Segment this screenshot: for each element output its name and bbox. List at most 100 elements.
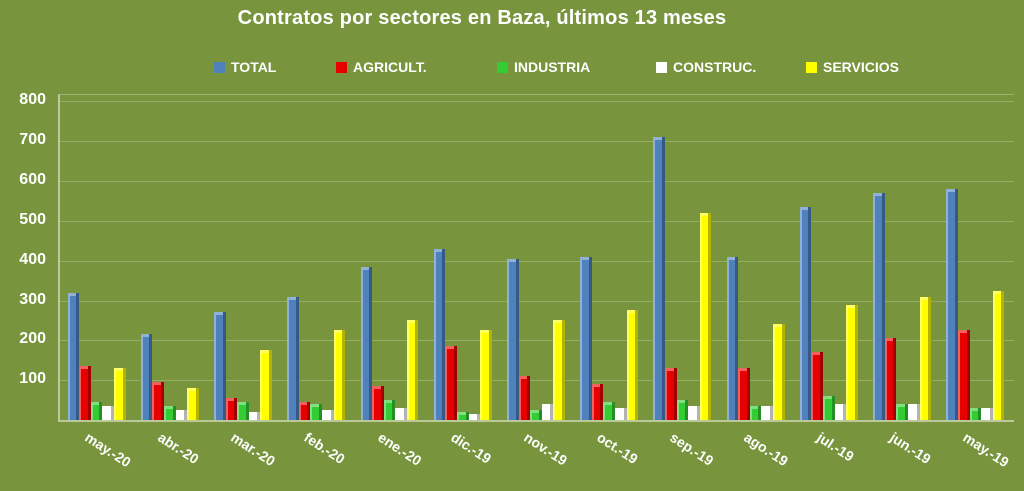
bar-total-feb20 <box>287 296 299 420</box>
x-axis-label-jun19: jun.-19 <box>887 429 934 467</box>
bar-industria-feb20 <box>310 404 323 420</box>
bar-construc-feb20 <box>322 410 334 420</box>
y-axis-label: 200 <box>19 330 46 348</box>
bar-construc-ago19 <box>761 406 774 420</box>
bar-agricult-abr20 <box>152 382 165 420</box>
bar-industria-dic19 <box>456 412 469 420</box>
bar-construc-nov19 <box>541 404 554 420</box>
y-axis-label: 700 <box>19 131 46 149</box>
x-axis-label-feb20: feb.-20 <box>301 429 349 467</box>
bar-agricult-sep19 <box>665 368 677 420</box>
bar-servicios-nov19 <box>553 320 565 420</box>
bar-total-nov19 <box>506 258 519 420</box>
bar-group-oct19 <box>580 95 639 420</box>
bar-industria-ene20 <box>383 400 396 420</box>
legend-label: INDUSTRIA <box>514 59 591 75</box>
bar-agricult-mar20 <box>225 398 238 420</box>
legend-swatch-industria <box>497 61 508 73</box>
x-axis-label-ago19: ago.-19 <box>740 429 791 470</box>
y-axis-label: 800 <box>19 91 46 109</box>
gridline-100 <box>60 380 1014 382</box>
gridline-300 <box>60 300 1014 302</box>
legend-swatch-total <box>214 61 225 73</box>
y-axis-label: 600 <box>19 171 46 189</box>
legend-item-construc: CONSTRUC. <box>656 59 756 75</box>
bar-group-abr20 <box>140 95 199 420</box>
gridline-800 <box>60 101 1014 103</box>
bar-group-dic19 <box>433 95 492 420</box>
bar-servicios-oct19 <box>626 310 639 420</box>
legend-swatch-servicios <box>806 61 817 73</box>
bar-agricult-oct19 <box>591 384 604 420</box>
chart-title: Contratos por sectores en Baza, últimos … <box>237 7 727 29</box>
gridline-200 <box>60 340 1014 342</box>
bar-agricult-nov19 <box>518 376 531 420</box>
x-axis-label-sep19: sep.-19 <box>667 429 717 469</box>
bar-construc-may20 <box>102 406 114 420</box>
bar-agricult-ene20 <box>372 386 384 420</box>
x-axis-label-nov19: nov.-19 <box>521 429 571 469</box>
bar-industria-sep19 <box>676 400 689 420</box>
bar-industria-jun19 <box>896 404 908 420</box>
bar-group-feb20 <box>287 95 346 420</box>
legend-swatch-construc <box>656 61 667 73</box>
bar-group-mar20 <box>214 95 273 420</box>
bar-group-ago19 <box>726 95 785 420</box>
bar-agricult-jun19 <box>884 338 897 420</box>
bar-total-jun19 <box>873 192 885 420</box>
legend-label: CONSTRUC. <box>673 59 757 75</box>
bar-industria-mar20 <box>237 402 249 420</box>
x-axis-label-mar20: mar.-20 <box>228 429 279 470</box>
bar-total-dic19 <box>433 248 446 420</box>
legend-label: TOTAL <box>231 59 277 75</box>
bar-industria-jul19 <box>823 396 835 420</box>
x-axis-label-abr20: abr.-20 <box>155 429 202 468</box>
bar-agricult-feb20 <box>298 402 311 420</box>
bar-group-nov19 <box>506 95 565 420</box>
bar-agricult-may19 <box>957 330 970 420</box>
x-axis-label-dic19: dic.-19 <box>448 429 494 467</box>
bar-agricult-ago19 <box>738 368 750 420</box>
bar-servicios-may19 <box>992 290 1005 420</box>
bar-industria-may20 <box>90 402 103 420</box>
gridline-400 <box>60 260 1014 262</box>
bar-industria-oct19 <box>603 402 615 420</box>
gridline-500 <box>60 220 1014 222</box>
bar-group-jun19 <box>873 95 932 420</box>
bar-total-mar20 <box>214 312 226 420</box>
bar-construc-ene20 <box>395 408 407 420</box>
bar-agricult-dic19 <box>445 346 457 420</box>
bar-industria-nov19 <box>530 410 542 420</box>
bar-total-may20 <box>67 292 80 420</box>
y-axis-label: 300 <box>19 290 46 308</box>
x-axis-label-jul19: jul.-19 <box>814 429 857 465</box>
legend-item-agricult: AGRICULT. <box>336 59 427 75</box>
x-axis-label-may19: may.-19 <box>960 429 1013 471</box>
plot-area: may.-20 abr.-20 mar.-20 feb.-20 ene.-20 dic.-… <box>58 94 1014 470</box>
bar-servicios-mar20 <box>260 350 273 420</box>
bar-construc-mar20 <box>248 412 261 420</box>
bar-agricult-jul19 <box>811 352 824 420</box>
bar-construc-sep19 <box>688 406 700 420</box>
bar-construc-jul19 <box>834 404 847 420</box>
legend-label: AGRICULT. <box>353 59 427 75</box>
bar-construc-dic19 <box>468 414 481 420</box>
bar-group-sep19 <box>653 95 712 420</box>
gridline-700 <box>60 141 1014 143</box>
x-axis-label-oct19: oct.-19 <box>594 429 642 467</box>
bar-servicios-ene20 <box>406 320 419 420</box>
legend-item-industria: INDUSTRIA <box>497 59 590 75</box>
legend-item-total: TOTAL <box>214 59 276 75</box>
y-axis-label: 500 <box>19 210 46 228</box>
bar-total-jul19 <box>799 206 812 420</box>
x-axis-label-may20: may.-20 <box>81 429 134 471</box>
y-axis-label: 400 <box>19 250 46 268</box>
bar-industria-abr20 <box>164 406 176 420</box>
bar-industria-may19 <box>969 408 982 420</box>
bar-servicios-dic19 <box>480 330 492 420</box>
bar-construc-oct19 <box>614 408 627 420</box>
bar-servicios-may20 <box>113 368 126 420</box>
bar-total-oct19 <box>580 256 592 420</box>
